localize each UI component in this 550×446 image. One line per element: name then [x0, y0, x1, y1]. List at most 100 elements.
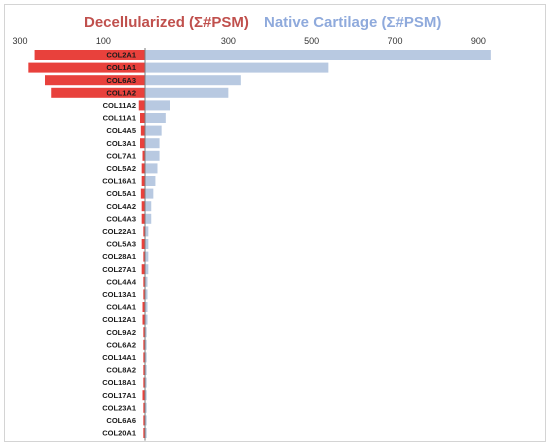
native-bar [145, 163, 158, 174]
category-label: COL22A1 [102, 227, 136, 236]
category-label: COL1A1 [106, 63, 136, 72]
native-bar [145, 113, 166, 123]
native-bar [145, 327, 147, 338]
native-bar [145, 352, 147, 363]
decellularized-bar [142, 314, 145, 325]
decellularized-bar [28, 62, 146, 73]
tick-label: 300 [221, 36, 236, 46]
decellularized-bar [142, 150, 145, 161]
decellularized-bar [141, 213, 145, 224]
category-label: COL3A1 [106, 139, 136, 148]
native-bar [145, 428, 147, 438]
category-label: COL5A3 [106, 240, 136, 249]
native-bar [145, 365, 147, 375]
native-bar [145, 213, 152, 224]
native-bar [145, 150, 160, 161]
category-label: COL17A1 [102, 391, 136, 400]
category-label: COL18A1 [102, 378, 136, 387]
decellularized-bar [44, 75, 145, 86]
tick-label: 700 [388, 36, 403, 46]
decellularized-bar [143, 226, 145, 237]
category-label: COL11A1 [103, 114, 136, 123]
native-bar [145, 226, 149, 237]
decellularized-bar [141, 201, 145, 212]
category-label: COL11A2 [103, 101, 136, 110]
category-label: COL28A1 [102, 252, 136, 261]
legend-native-cartilage: Native Cartilage (Σ#PSM) [264, 14, 442, 31]
native-bar [145, 276, 148, 287]
category-label: COL23A1 [102, 403, 136, 412]
category-label: COL13A1 [102, 290, 136, 299]
native-bar [145, 289, 148, 300]
native-bar [145, 377, 147, 388]
category-label: COL5A2 [106, 164, 136, 173]
native-bar [145, 251, 149, 262]
native-bar [145, 62, 329, 73]
decellularized-bar [140, 125, 145, 136]
decellularized-bar [143, 339, 145, 350]
decellularized-bar [143, 251, 145, 262]
decellularized-bar [142, 302, 145, 312]
category-label: COL8A2 [106, 366, 136, 375]
decellularized-bar [141, 176, 145, 186]
native-bar [145, 138, 160, 149]
decellularized-bar [34, 50, 145, 60]
category-label: COL4A4 [106, 277, 136, 286]
category-label: COL27A1 [102, 265, 136, 274]
category-label: COL5A1 [106, 189, 136, 198]
legend-decellularized: Decellularized (Σ#PSM) [84, 14, 249, 31]
category-label: COL2A1 [106, 51, 136, 60]
native-bar [145, 402, 147, 413]
decellularized-bar [143, 402, 145, 413]
decellularized-bar [138, 100, 145, 111]
category-label: COL7A1 [106, 151, 136, 160]
tick-label: 100 [96, 36, 111, 46]
decellularized-bar [51, 87, 145, 98]
tick-label: 900 [471, 36, 486, 46]
category-label: COL6A3 [106, 76, 136, 85]
decellularized-bar [143, 327, 145, 338]
category-label: COL1A2 [106, 88, 136, 97]
decellularized-bar [143, 352, 145, 363]
decellularized-bar [141, 264, 145, 275]
native-bar [145, 125, 162, 136]
native-bar [145, 188, 154, 199]
native-bar [145, 87, 229, 98]
decellularized-bar [143, 428, 145, 438]
category-label: COL6A2 [106, 340, 136, 349]
category-label: COL4A1 [106, 303, 136, 312]
native-bar [145, 314, 148, 325]
tick-label: 500 [304, 36, 319, 46]
decellularized-bar [143, 276, 145, 287]
category-label: COL6A6 [106, 416, 136, 425]
category-label: COL20A1 [102, 429, 136, 438]
category-label: COL4A3 [106, 214, 136, 223]
native-bar [145, 390, 147, 401]
native-bar [145, 302, 148, 312]
decellularized-bar [141, 239, 145, 249]
decellularized-bar [143, 377, 145, 388]
native-bar [145, 264, 149, 275]
decellularized-bar [139, 113, 145, 123]
category-label: COL14A1 [102, 353, 136, 362]
decellularized-bar [140, 188, 145, 199]
decellularized-bar [143, 289, 145, 300]
native-bar [145, 100, 171, 111]
decellularized-bar [143, 365, 145, 375]
decellularized-bar [142, 390, 145, 401]
decellularized-bar [141, 163, 145, 174]
tick-label: 300 [12, 36, 27, 46]
native-bar [145, 176, 156, 186]
native-bar [145, 239, 149, 249]
native-bar [145, 75, 241, 86]
category-label: COL12A1 [102, 315, 136, 324]
native-bar [145, 415, 147, 426]
category-label: COL9A2 [106, 328, 136, 337]
native-bar [145, 50, 491, 60]
decellularized-bar [143, 415, 145, 426]
category-label: COL4A2 [106, 202, 136, 211]
native-bar [145, 201, 152, 212]
category-label: COL16A1 [102, 177, 136, 186]
native-bar [145, 339, 147, 350]
